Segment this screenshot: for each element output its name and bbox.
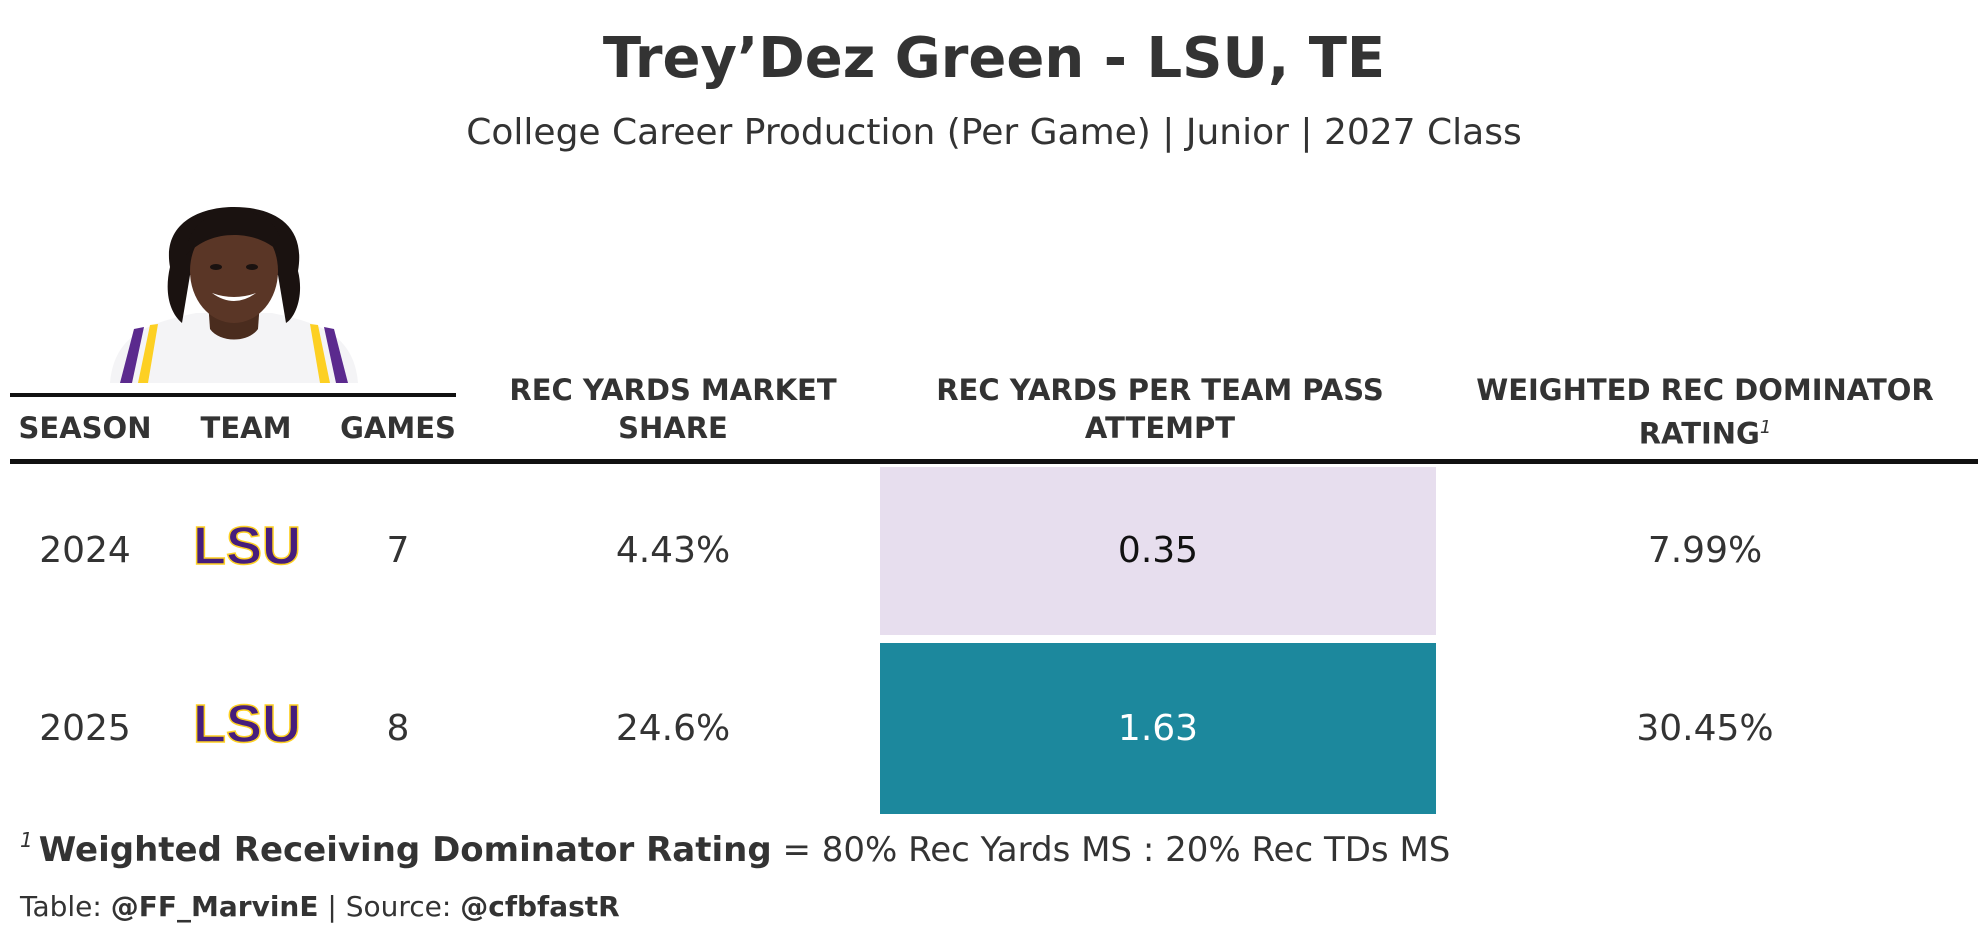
lsu-logo-text: LSU — [193, 700, 301, 746]
column-header-rec-yards-ms: REC YARDS MARKET SHARE — [509, 373, 837, 445]
source-name: @cfbfastR — [460, 890, 620, 923]
highlight-cell-high — [880, 643, 1436, 814]
column-header-games: GAMES — [340, 411, 456, 445]
cell-wrdr: 30.45% — [1636, 708, 1774, 749]
footnote-mark: 1 — [20, 828, 33, 852]
cell-games: 8 — [386, 708, 410, 749]
cell-games: 7 — [386, 530, 410, 571]
source-table-prefix: Table: — [20, 890, 111, 923]
source-prefix: Source: — [345, 890, 461, 923]
cell-wrdr: 7.99% — [1647, 530, 1763, 571]
page-title: Trey’Dez Green - LSU, TE — [602, 26, 1386, 91]
column-header-team: TEAM — [200, 411, 292, 445]
cell-rec-yards-per-tpa: 1.63 — [1117, 708, 1199, 749]
player-headshot-icon — [110, 207, 358, 383]
column-header-season: SEASON — [18, 411, 152, 445]
cell-rec-yards-per-tpa: 0.35 — [1117, 530, 1199, 571]
column-header-rec-yards-per-tpa: REC YARDS PER TEAM PASS ATTEMPT — [936, 373, 1384, 445]
footnote-term: Weighted Receiving Dominator Rating — [38, 830, 772, 870]
cell-season: 2024 — [39, 530, 131, 571]
column-header-wrdr: WEIGHTED REC DOMINATOR RATING1 — [1460, 371, 1950, 453]
spanner-rule — [10, 393, 456, 397]
cell-season: 2025 — [39, 708, 131, 749]
cell-rec-yards-ms: 4.43% — [615, 530, 731, 571]
footnote-definition: = 80% Rec Yards MS : 20% Rec TDs MS — [771, 830, 1451, 870]
source-table-author: @FF_MarvinE — [110, 890, 319, 923]
lsu-logo-icon: LSU — [178, 522, 316, 568]
column-header-wrdr-label: WEIGHTED REC DOMINATOR RATING — [1476, 373, 1934, 451]
lsu-logo-icon: LSU — [178, 700, 316, 746]
header-rule — [10, 459, 1978, 464]
source-line: Table: @FF_MarvinE | Source: @cfbfastR — [20, 890, 620, 923]
cell-rec-yards-ms: 24.6% — [615, 708, 731, 749]
footnote: 1 Weighted Receiving Dominator Rating = 8… — [20, 828, 1450, 870]
highlight-cell-low — [880, 467, 1436, 635]
lsu-logo-text: LSU — [193, 522, 301, 568]
column-header-footnote-mark: 1 — [1759, 417, 1772, 438]
source-separator: | — [318, 890, 346, 923]
page-subtitle: College Career Production (Per Game) | J… — [466, 112, 1522, 153]
